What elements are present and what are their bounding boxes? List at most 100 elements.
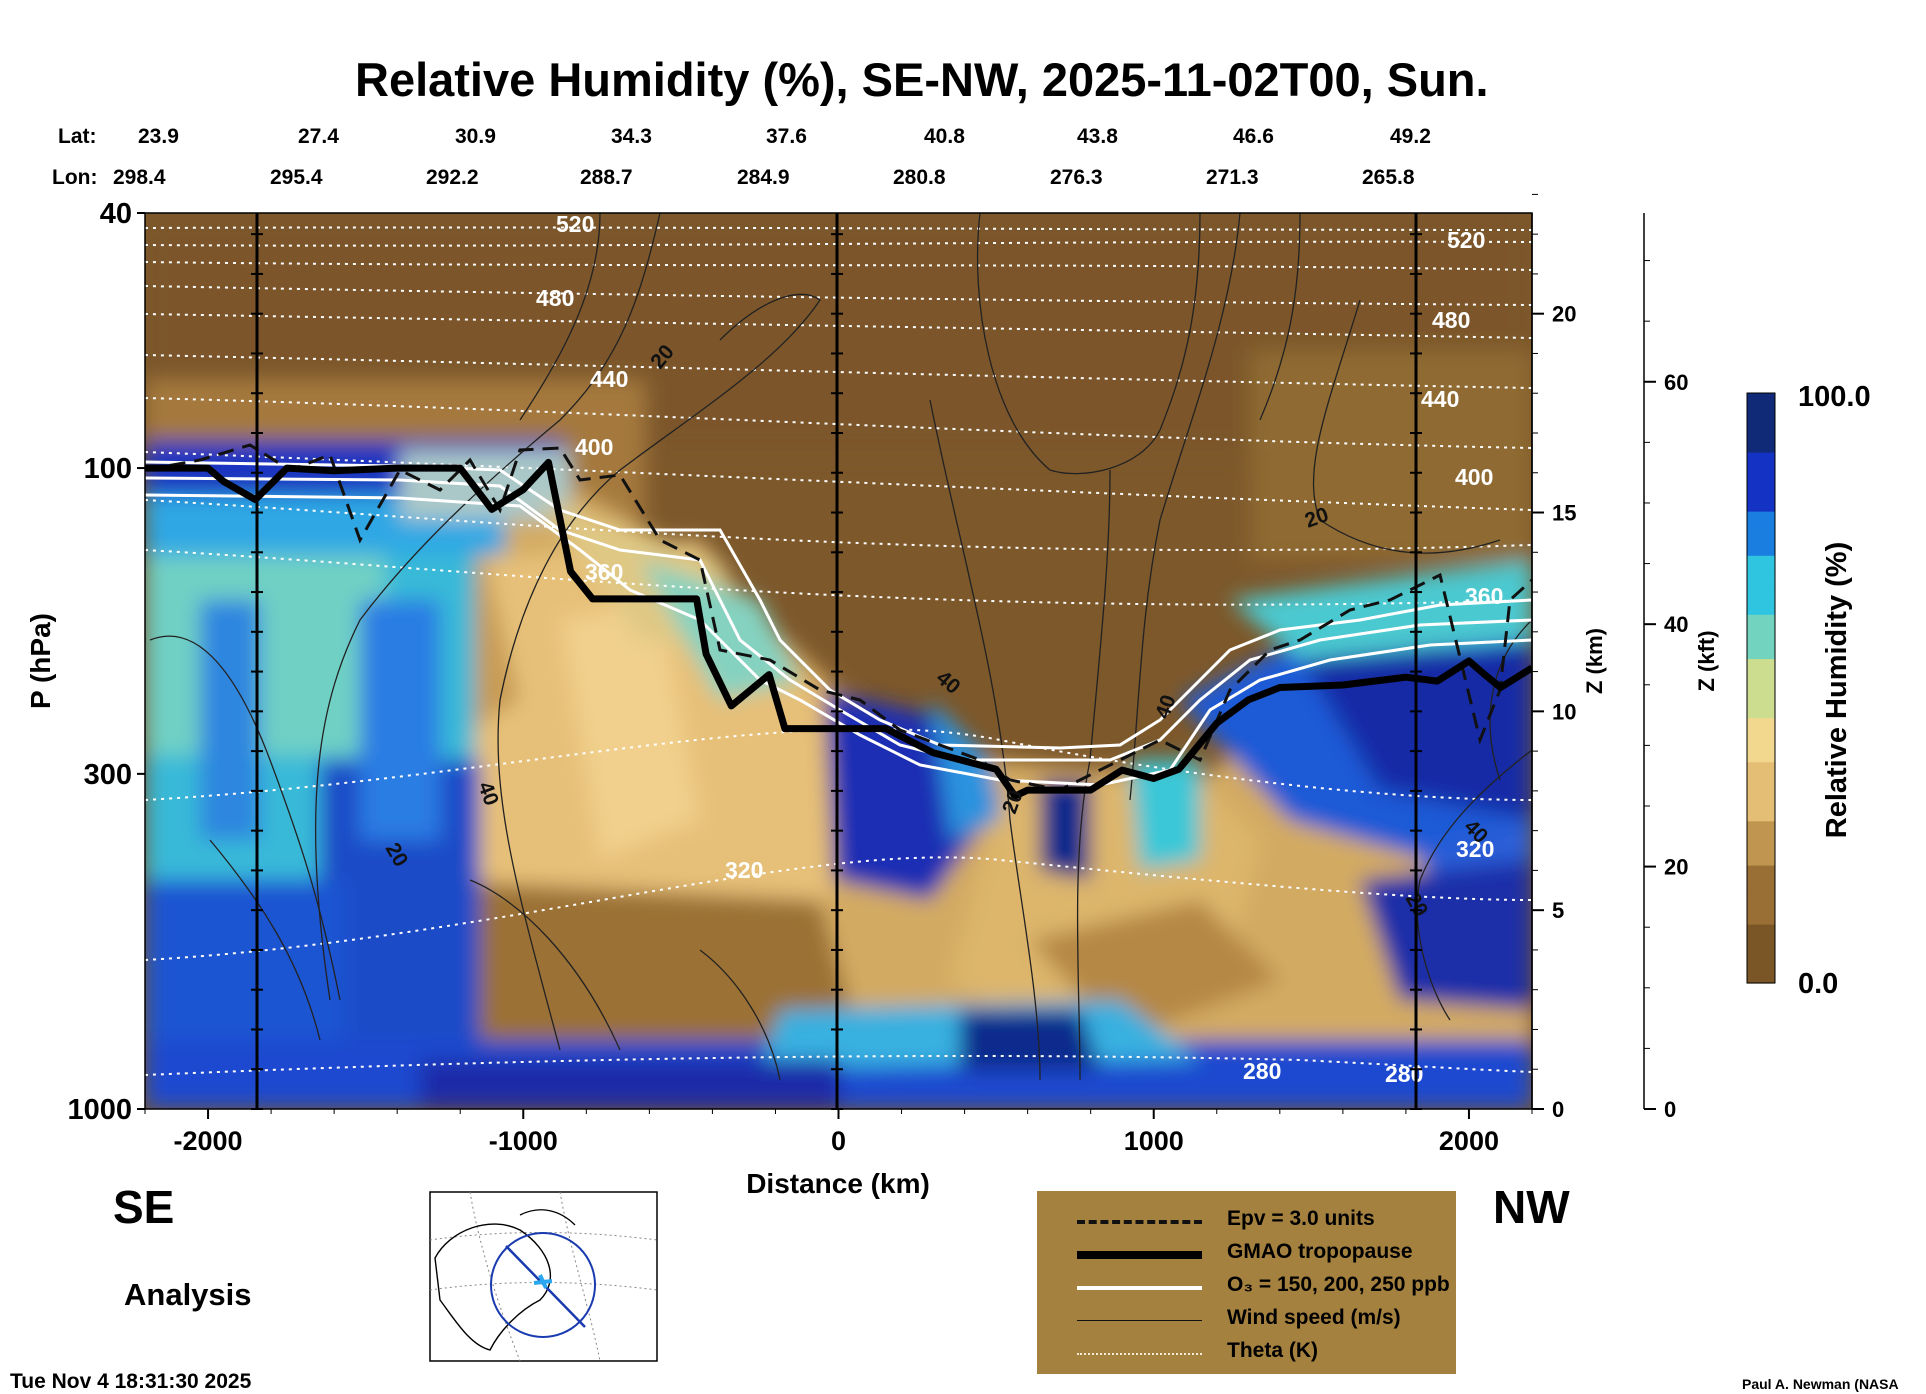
z-km-tick-label: 20 [1552, 302, 1576, 327]
z-km-tick-label: 10 [1552, 699, 1576, 724]
colorbar-swatch [1747, 747, 1775, 763]
legend-item-wind: Wind speed (m/s) [1037, 1304, 1456, 1337]
colorbar-swatch [1747, 879, 1775, 896]
lon-value: 298.4 [113, 166, 166, 189]
colorbar [1746, 392, 1776, 984]
colorbar-swatch [1747, 658, 1775, 674]
x-tick-label: 0 [831, 1126, 846, 1156]
colorbar-swatch [1747, 584, 1775, 601]
chart-title: Relative Humidity (%), SE-NW, 2025-11-02… [355, 53, 1489, 106]
nw-label: NW [1493, 1181, 1570, 1233]
colorbar-swatch [1747, 835, 1775, 851]
colorbar-swatch [1747, 599, 1775, 615]
legend-item-theta: Theta (K) [1037, 1337, 1456, 1370]
lon-label: Lon: [52, 166, 98, 189]
lon-value: 265.8 [1362, 166, 1415, 189]
lat-value: 37.6 [766, 125, 807, 148]
lon-value: 271.3 [1206, 166, 1259, 189]
colorbar-swatch [1747, 540, 1775, 556]
y-axis: 40 100 300 1000 [67, 198, 145, 1126]
x-tick-label: -1000 [489, 1126, 558, 1156]
credit: Paul A. Newman (NASA [1742, 1376, 1899, 1392]
theta-contours [145, 226, 1532, 1076]
lon-value: 284.9 [737, 166, 790, 189]
theta-label: 520 [556, 211, 594, 237]
section-markers [255, 213, 1418, 1109]
colorbar-swatch [1747, 496, 1775, 512]
colorbar-swatch [1747, 466, 1775, 483]
se-label: SE [113, 1181, 175, 1233]
colorbar-label: Relative Humidity (%) [1821, 542, 1853, 839]
colorbar-swatch [1747, 511, 1775, 527]
colorbar-swatch [1747, 717, 1775, 733]
z-kft-tick-label: 20 [1664, 855, 1688, 880]
x-tick-label: 2000 [1439, 1126, 1499, 1156]
lat-value: 49.2 [1390, 125, 1431, 148]
lat-value: 23.9 [138, 125, 179, 148]
colorbar-swatch [1747, 481, 1775, 497]
x-axis-label: Distance (km) [746, 1168, 930, 1199]
lat-value: 43.8 [1077, 125, 1118, 148]
colorbar-swatch [1747, 407, 1775, 424]
colorbar-swatch [1747, 894, 1775, 910]
colorbar-swatch [1747, 437, 1775, 453]
colorbar-swatch [1747, 688, 1775, 704]
colorbar-swatch [1747, 968, 1775, 984]
x-axis: -2000 -1000 0 1000 2000 [144, 1109, 1533, 1156]
theta-label: 520 [1447, 227, 1485, 253]
colorbar-min-label: 0.0 [1798, 968, 1838, 1000]
epv-contour [145, 443, 1532, 792]
colorbar-swatch [1747, 629, 1775, 645]
theta-label: 280 [1385, 1061, 1423, 1087]
y-tick-label: 40 [100, 198, 132, 230]
colorbar-max-label: 100.0 [1798, 381, 1871, 413]
y-tick-label: 100 [84, 453, 132, 485]
theta-label: 360 [1465, 583, 1503, 609]
theta-label: 280 [1243, 1058, 1281, 1084]
colorbar-swatch [1747, 865, 1775, 881]
colorbar-swatch [1747, 570, 1775, 586]
z-kft-tick-label: 60 [1664, 370, 1688, 395]
map-icon [429, 1191, 658, 1362]
lon-value: 276.3 [1050, 166, 1103, 189]
colorbar-swatch [1747, 806, 1775, 822]
legend: Epv = 3.0 units GMAO tropopause O₃ = 150… [1037, 1191, 1456, 1374]
lon-value: 292.2 [426, 166, 479, 189]
lon-value: 295.4 [270, 166, 323, 189]
colorbar-swatch [1747, 614, 1775, 630]
colorbar-swatch [1747, 393, 1775, 409]
colorbar-swatch [1747, 643, 1775, 660]
colorbar-swatch [1747, 924, 1775, 940]
x-tick-label: -2000 [174, 1126, 243, 1156]
colorbar-swatch [1747, 422, 1775, 438]
colorbar-swatch [1747, 850, 1775, 866]
lat-value: 46.6 [1233, 125, 1274, 148]
lat-value: 40.8 [924, 125, 965, 148]
colorbar-swatch [1747, 452, 1775, 468]
z-km-tick-label: 5 [1552, 898, 1564, 923]
colorbar-swatch [1747, 732, 1775, 748]
colorbar-swatch [1747, 673, 1775, 689]
lat-label: Lat: [58, 125, 97, 148]
colorbar-swatch [1747, 953, 1775, 969]
theta-label: 400 [1455, 464, 1493, 490]
theta-label: 360 [585, 559, 623, 585]
colorbar-swatch [1747, 555, 1775, 571]
legend-item-tropopause: GMAO tropopause [1037, 1238, 1456, 1271]
z-kft-tick-label: 0 [1664, 1097, 1676, 1122]
lat-value: 34.3 [611, 125, 652, 148]
y-tick-label: 300 [84, 759, 132, 791]
theta-label: 400 [575, 434, 613, 460]
colorbar-swatch [1747, 776, 1775, 792]
colorbar-swatch [1747, 820, 1775, 837]
theta-label: 480 [1432, 307, 1470, 333]
legend-item-epv: Epv = 3.0 units [1037, 1205, 1456, 1238]
z-kft-axis-label: Z (kft) [1694, 630, 1719, 691]
legend-item-ozone: O₃ = 150, 200, 250 ppb [1037, 1271, 1456, 1304]
z-km-tick-label: 0 [1552, 1097, 1564, 1122]
colorbar-swatch [1747, 791, 1775, 807]
z-km-tick-label: 15 [1552, 501, 1576, 526]
lon-value: 288.7 [580, 166, 633, 189]
z-kft-axis: 0 20 40 60 [1643, 213, 1688, 1122]
